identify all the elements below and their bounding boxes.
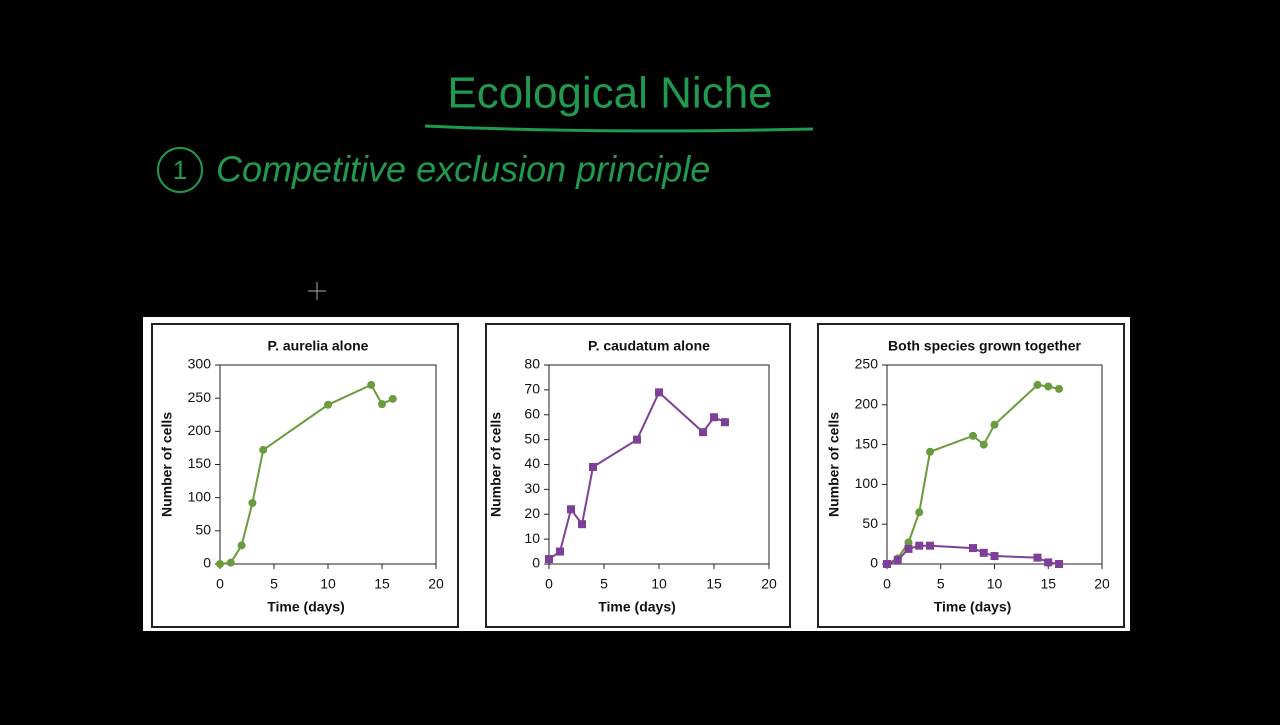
data-point [1033,380,1042,389]
x-tick-label: 15 [1040,576,1056,592]
x-tick-label: 0 [883,576,891,592]
y-tick-label: 20 [524,505,540,521]
data-point [578,520,586,529]
x-tick-label: 10 [987,576,1003,592]
data-point [367,380,376,389]
data-point [1044,558,1053,567]
figure-panel [143,317,1130,631]
data-point [1044,382,1053,391]
x-tick-label: 5 [270,576,278,592]
y-axis-label: Number of cells [488,412,504,517]
data-point [1055,384,1063,393]
y-tick-label: 100 [188,488,212,504]
data-point [1055,560,1063,568]
x-tick-label: 20 [761,576,777,592]
y-axis-label: Number of cells [826,412,842,517]
chart-frame [485,323,791,628]
cursor [308,282,326,300]
data-point [883,560,891,568]
number-circle [157,147,203,193]
data-point [324,400,332,409]
y-tick-label: 40 [524,455,540,471]
y-tick-label: 250 [188,389,212,405]
data-point [915,541,924,550]
data-point [237,541,246,550]
data-point [969,544,977,553]
data-point [1033,553,1042,562]
data-point [990,420,999,429]
data-point [699,428,707,437]
y-tick-label: 300 [188,356,212,372]
data-point [979,440,988,449]
data-point [388,394,397,403]
x-tick-label: 0 [545,576,553,592]
y-tick-label: 50 [524,430,540,446]
chart-title: P. caudatum alone [588,338,710,354]
x-tick-label: 5 [600,576,608,592]
y-tick-label: 150 [188,455,212,471]
y-tick-label: 100 [855,475,879,491]
y-tick-label: 50 [195,522,211,538]
data-point [378,400,386,409]
data-point [990,552,999,561]
x-tick-label: 20 [1094,576,1110,592]
x-tick-label: 10 [320,576,336,592]
y-tick-label: 60 [524,405,540,421]
y-tick-label: 0 [870,555,878,571]
y-axis-label: Number of cells [159,412,175,517]
data-point [589,462,597,471]
x-tick-label: 5 [937,576,945,592]
y-tick-label: 250 [855,356,879,372]
y-tick-label: 150 [855,435,879,451]
note: Competitive exclusion principle [216,149,710,190]
x-tick-label: 20 [428,576,444,592]
x-tick-label: 15 [706,576,722,592]
note-number: 1 [173,155,187,185]
y-tick-label: 200 [188,422,212,438]
underline [424,124,814,133]
page-title: Ecological Niche [447,69,772,118]
y-tick-label: 80 [524,356,540,372]
data-point [721,418,729,427]
data-point [216,560,224,568]
data-line [548,390,726,560]
data-point [893,556,902,565]
chart-frame [151,323,459,628]
data-point [259,445,268,454]
chart-title: Both species grown together [888,338,1081,354]
data-point [926,541,934,550]
data-point [710,413,718,422]
y-tick-label: 30 [524,480,540,496]
data-point [567,505,575,514]
y-tick-label: 70 [524,381,540,397]
data-point [979,548,988,557]
chart-title: P. aurelia alone [268,338,369,354]
data-point [226,558,235,567]
data-point [904,544,913,553]
data-point [633,435,641,444]
x-tick-label: 10 [651,576,667,592]
data-point [655,388,663,397]
y-tick-label: 200 [855,396,879,412]
y-tick-label: 10 [524,530,540,546]
data-point [915,508,924,517]
x-tick-label: 15 [374,576,390,592]
x-axis-label: Time (days) [598,599,676,615]
y-tick-label: 0 [532,555,540,571]
x-tick-label: 0 [216,576,224,592]
y-tick-label: 0 [203,555,211,571]
data-point [556,547,564,556]
data-point [969,431,977,440]
data-point [545,555,553,564]
y-tick-label: 50 [862,515,878,531]
chart-frame [817,323,1125,628]
data-point [926,447,934,456]
x-axis-label: Time (days) [267,599,345,615]
data-point [248,498,257,507]
x-axis-label: Time (days) [934,599,1012,615]
data-point [904,538,913,547]
